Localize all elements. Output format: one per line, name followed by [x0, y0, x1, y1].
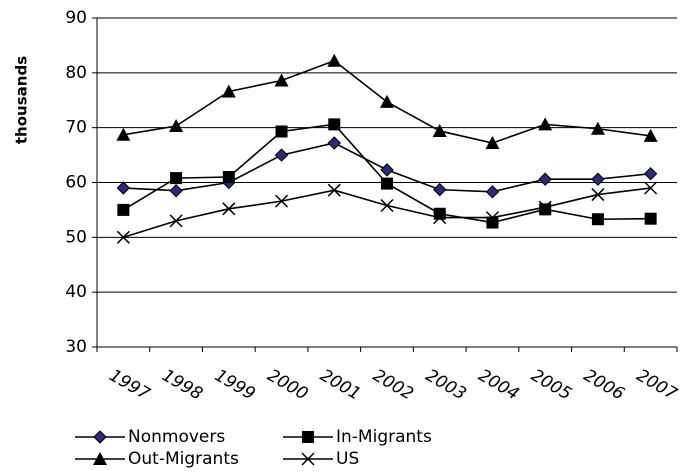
- x-tick-label: 1997: [106, 366, 154, 405]
- marker: [380, 198, 394, 213]
- marker: [274, 73, 289, 87]
- marker: [116, 230, 130, 244]
- legend-label: Out-Migrants: [128, 449, 239, 469]
- legend-marker: [302, 431, 314, 443]
- y-tick-label: 60: [65, 173, 87, 193]
- x-tick-label: 2007: [633, 366, 681, 405]
- x-tick-label: 2005: [527, 366, 574, 405]
- x-tick-label: 2002: [369, 366, 416, 405]
- y-tick-label: 80: [65, 63, 87, 83]
- marker: [222, 171, 235, 184]
- marker: [485, 211, 499, 225]
- marker: [432, 123, 447, 137]
- y-tick-label: 40: [65, 282, 87, 302]
- x-tick-label: 2001: [317, 366, 364, 405]
- marker: [485, 136, 500, 150]
- y-tick-label: 70: [65, 118, 87, 138]
- series-line: [123, 187, 651, 239]
- marker: [327, 136, 341, 150]
- marker: [221, 84, 236, 98]
- marker: [327, 183, 341, 197]
- marker: [591, 213, 604, 226]
- marker: [591, 188, 605, 202]
- marker: [538, 200, 552, 214]
- marker: [328, 118, 341, 131]
- legend-label: In-Migrants: [336, 427, 432, 447]
- legend-label: Nonmovers: [128, 427, 225, 447]
- marker: [644, 181, 658, 195]
- marker: [591, 172, 605, 186]
- x-tick-label: 2003: [422, 366, 469, 405]
- marker: [327, 53, 342, 67]
- marker: [170, 172, 183, 185]
- marker: [485, 185, 500, 199]
- x-tick-label: 1998: [158, 366, 206, 405]
- x-tick-label: 2006: [580, 366, 628, 405]
- marker: [169, 119, 184, 133]
- x-tick-label: 1999: [211, 366, 258, 405]
- marker: [539, 203, 552, 216]
- y-tick-label: 90: [65, 8, 87, 28]
- marker: [643, 167, 658, 181]
- marker: [222, 202, 236, 216]
- legend-marker: [93, 452, 107, 465]
- marker: [590, 121, 605, 135]
- marker: [486, 216, 499, 229]
- marker: [116, 127, 131, 141]
- marker: [116, 181, 131, 195]
- marker: [275, 194, 289, 208]
- marker: [380, 94, 394, 108]
- marker: [538, 117, 553, 131]
- y-axis-label: thousands: [13, 56, 31, 144]
- marker: [169, 184, 183, 198]
- marker: [381, 177, 393, 190]
- marker: [274, 148, 289, 162]
- marker: [644, 212, 657, 225]
- marker: [275, 125, 288, 138]
- marker: [433, 211, 447, 225]
- marker: [169, 214, 183, 228]
- marker: [643, 128, 658, 142]
- x-tick-label: 2000: [264, 366, 311, 405]
- y-tick-label: 30: [65, 337, 87, 357]
- marker: [433, 182, 447, 197]
- x-tick-label: 2004: [475, 366, 522, 405]
- legend-marker: [301, 452, 315, 466]
- legend-label: US: [336, 449, 359, 469]
- marker: [117, 203, 130, 216]
- marker: [380, 163, 394, 177]
- marker: [538, 172, 552, 186]
- legend-marker: [93, 430, 107, 444]
- y-tick-label: 50: [65, 227, 87, 247]
